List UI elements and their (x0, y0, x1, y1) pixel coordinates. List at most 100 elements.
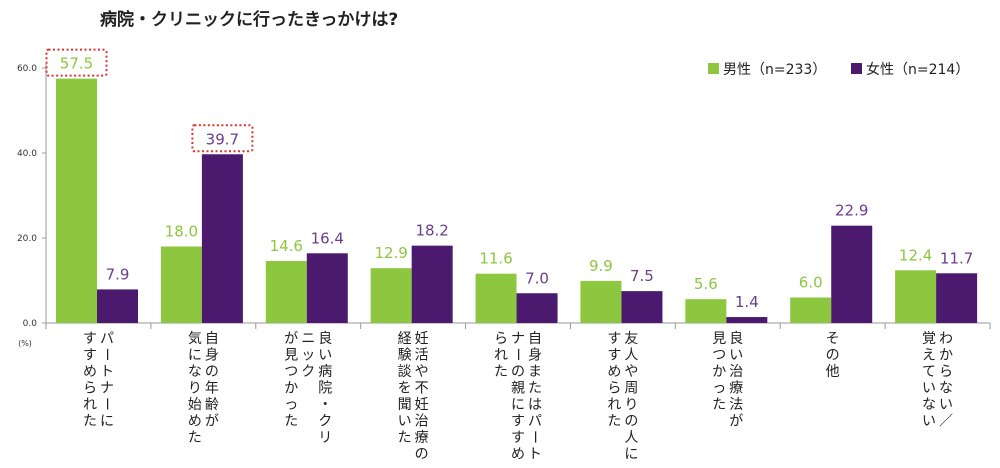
category-char: 始 (188, 397, 202, 413)
category-char: の (205, 364, 219, 380)
data-label: 9.9 (589, 257, 613, 275)
category-char: か (284, 381, 298, 397)
category-char: ／ (939, 414, 953, 430)
category-char: の (511, 364, 525, 380)
category-char: リ (318, 430, 332, 446)
highlight-box (191, 124, 254, 153)
data-label: 6.0 (799, 274, 823, 292)
data-label: 39.7 (206, 130, 239, 148)
category-char: れ (607, 397, 621, 413)
category-char: す (607, 348, 621, 364)
category-label: その他 (826, 331, 840, 380)
category-char: え (922, 348, 936, 364)
category-char: た (712, 397, 726, 413)
data-label: 16.4 (311, 229, 344, 247)
category-char: っ (712, 381, 726, 397)
category-char: ・ (318, 397, 332, 413)
data-label: 5.6 (694, 275, 718, 293)
category-char: ナ (100, 381, 114, 397)
chart-bars (56, 78, 978, 323)
category-char: て (922, 364, 936, 380)
category-char: ー (98, 397, 114, 411)
category-char: 談 (398, 364, 412, 380)
category-char: な (939, 381, 953, 397)
category-char: い (398, 414, 412, 430)
category-char: ト (528, 447, 542, 463)
category-char: が (284, 331, 298, 347)
category-char: 気 (188, 331, 202, 347)
data-labels: 57.5 18.0 14.6 12.9 11.6 9.9 5.6 6.0 12.4 7.9 39.7… (45, 48, 973, 311)
category-char: す (607, 331, 621, 347)
bar (831, 225, 873, 323)
category-char: っ (284, 397, 298, 413)
category-char: た (284, 414, 298, 430)
category-char: の (415, 447, 429, 463)
category-char: に (511, 397, 525, 413)
data-label: 7.5 (630, 267, 654, 285)
chart-title: 病院・クリニックに行ったきっかけは? (100, 9, 398, 30)
category-char: パ (528, 414, 542, 430)
category-char: ら (494, 331, 508, 347)
bar (685, 299, 727, 323)
category-char: ら (83, 381, 97, 397)
category-char: す (511, 430, 525, 446)
bar (265, 260, 307, 323)
category-char: す (83, 348, 97, 364)
bar (201, 154, 243, 323)
category-char: り (624, 397, 638, 413)
bar (370, 268, 412, 323)
data-label: 12.9 (374, 244, 407, 262)
bar (160, 246, 202, 323)
category-char: ッ (301, 348, 315, 364)
y-tick-label: 0.0 (23, 319, 38, 329)
category-char: に (188, 348, 202, 364)
legend-label: 男性（n=233） (723, 62, 826, 78)
category-char: 不 (415, 381, 429, 397)
category-char: ク (318, 414, 332, 430)
category-char: 妊 (415, 397, 429, 413)
category-char: め (83, 364, 97, 380)
category-char: わ (939, 331, 953, 347)
category-char: 人 (624, 348, 638, 364)
category-char: ー (526, 430, 542, 444)
bar (516, 293, 558, 323)
category-char: か (939, 348, 953, 364)
category-char: 良 (729, 331, 743, 347)
category-char: が (729, 414, 743, 430)
category-char: 他 (826, 364, 840, 380)
category-char: ト (100, 364, 114, 380)
bar (306, 253, 348, 323)
category-char: 年 (205, 381, 219, 397)
category-char: ナ (511, 331, 525, 347)
category-char: 自 (528, 331, 542, 347)
category-char: 親 (511, 381, 525, 397)
category-char: ら (607, 381, 621, 397)
category-char: ら (939, 364, 953, 380)
category-char: 法 (729, 397, 743, 413)
category-char: め (607, 364, 621, 380)
category-char: い (922, 381, 936, 397)
data-label: 18.2 (415, 222, 448, 240)
category-char: 見 (712, 331, 726, 347)
category-char: に (100, 414, 114, 430)
category-char: 療 (729, 380, 743, 397)
category-char: ク (301, 364, 315, 380)
data-label: 14.6 (270, 237, 303, 255)
category-char: 自 (205, 331, 219, 347)
category-char: ー (98, 348, 114, 362)
data-label: 12.4 (899, 246, 932, 264)
category-char: ま (528, 364, 542, 380)
category-char: た (528, 381, 542, 397)
category-char: 院 (318, 381, 332, 397)
category-char: 人 (624, 430, 638, 446)
bar (56, 78, 97, 323)
legend-item: 男性（n=233） (708, 62, 826, 78)
category-char: い (922, 414, 936, 430)
category-char: た (83, 414, 97, 430)
